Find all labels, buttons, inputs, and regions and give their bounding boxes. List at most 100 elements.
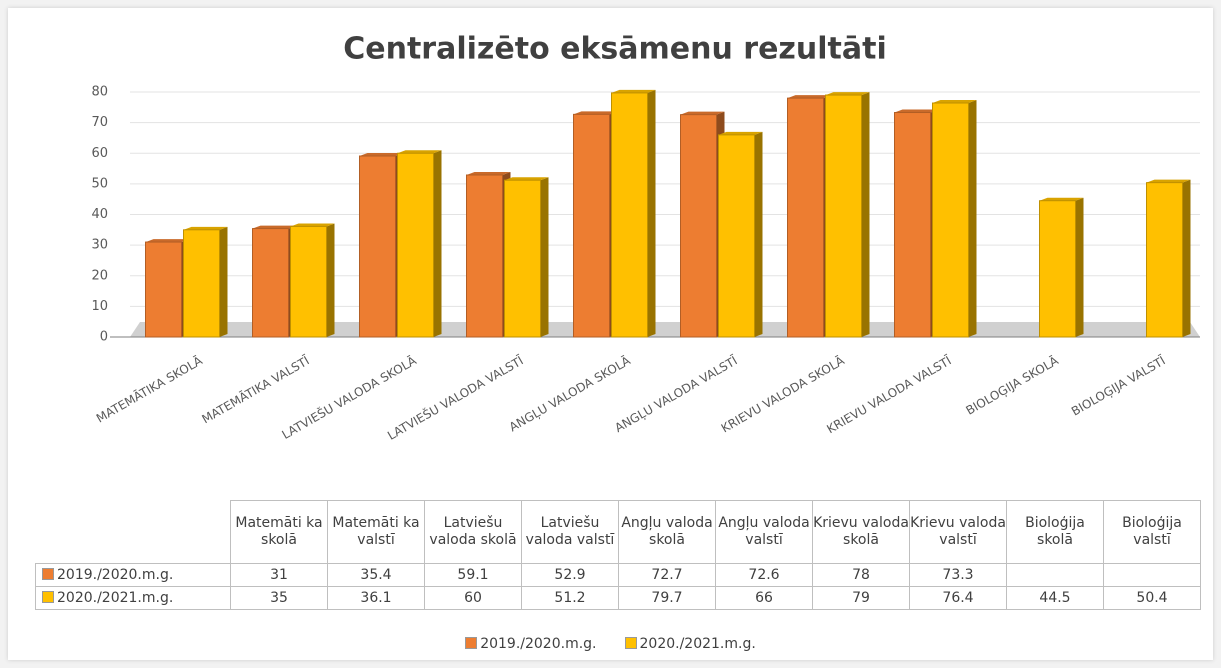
table-corner xyxy=(35,500,231,564)
bar-top xyxy=(1146,179,1191,183)
bar-front xyxy=(290,225,327,338)
bar-side xyxy=(540,177,549,337)
bar-top xyxy=(183,226,228,230)
table-header: Bioloģija skolā xyxy=(1006,500,1104,564)
bar-front xyxy=(183,229,220,338)
x-tick-label: MATEMĀTIKA VALSTĪ xyxy=(199,353,312,426)
bar-front xyxy=(611,92,648,338)
bar-top xyxy=(504,177,549,181)
y-tick-label: 10 xyxy=(91,299,108,314)
table-row-header: 2019./2020.m.g. xyxy=(35,563,231,587)
bar xyxy=(466,171,511,338)
bar xyxy=(1039,197,1084,338)
bar-side xyxy=(861,92,870,337)
bar-front xyxy=(145,241,182,338)
x-tick-label: BIOLOĢIJA VALSTĪ xyxy=(1069,353,1168,418)
table-cell: 44.5 xyxy=(1006,586,1104,610)
legend-label: 2019./2020.m.g. xyxy=(480,636,597,652)
table-header: Angļu valoda skolā xyxy=(618,500,716,564)
bar-top xyxy=(290,223,335,227)
bar-top xyxy=(397,150,442,154)
bar xyxy=(787,95,832,338)
bar-side xyxy=(754,131,763,337)
legend-item: 2020./2021.m.g. xyxy=(624,636,756,652)
bar-front xyxy=(397,152,434,338)
bar xyxy=(573,111,618,338)
table-cell: 66 xyxy=(715,586,813,610)
y-tick-label: 0 xyxy=(100,330,108,345)
table-cell: 35.4 xyxy=(327,563,425,587)
bar xyxy=(825,92,870,338)
bar-top xyxy=(145,239,190,243)
x-tick-label: MATEMĀTIKA SKOLĀ xyxy=(94,353,206,425)
legend-swatch xyxy=(624,637,637,649)
y-tick-label: 40 xyxy=(91,207,108,222)
bar-side xyxy=(1182,179,1191,337)
table-header: Matemāti ka valstī xyxy=(327,500,425,564)
bar-top xyxy=(718,131,763,135)
y-tick-label: 80 xyxy=(91,85,108,100)
bar xyxy=(359,153,404,338)
bar xyxy=(397,150,442,338)
table-cell: 72.6 xyxy=(715,563,813,587)
bar-top xyxy=(611,89,656,93)
legend: 2019./2020.m.g. 2020./2021.m.g. xyxy=(0,636,1221,652)
bar-top xyxy=(1039,197,1084,201)
bar-top xyxy=(894,109,939,113)
table-header: Bioloģija valstī xyxy=(1103,500,1201,564)
table-cell: 72.7 xyxy=(618,563,716,587)
table-cell: 79 xyxy=(812,586,910,610)
table-swatch xyxy=(42,590,54,603)
bar xyxy=(183,226,228,338)
bar-top xyxy=(680,111,725,115)
table-cell: 78 xyxy=(812,563,910,587)
bar xyxy=(1146,179,1191,338)
bar xyxy=(145,239,190,338)
table-cell: 79.7 xyxy=(618,586,716,610)
bar-front xyxy=(359,155,396,338)
bar xyxy=(252,225,297,338)
bar xyxy=(611,89,656,338)
table-cell xyxy=(1103,563,1201,587)
bar-top xyxy=(825,92,870,96)
bar-top xyxy=(787,95,832,99)
bar-front xyxy=(680,114,717,338)
bar-front xyxy=(1146,182,1183,338)
y-tick-label: 60 xyxy=(91,146,108,161)
table-row: 2020./2021.m.g. 35 36.1 60 51.2 79.7 66 79 76.4 4… xyxy=(35,586,1201,610)
bar-front xyxy=(252,228,289,338)
legend-item: 2019./2020.m.g. xyxy=(465,636,597,652)
x-tick-label: BIOLOĢIJA SKOLĀ xyxy=(963,353,1061,418)
table-cell: 59.1 xyxy=(424,563,522,587)
bar-top xyxy=(932,100,977,104)
table-header: Latviešu valoda skolā xyxy=(424,500,522,564)
table-header-row: Matemāti ka skolā Matemāti ka valstī Latvi… xyxy=(35,500,1201,564)
y-tick-label: 20 xyxy=(91,268,108,283)
table-cell: 60 xyxy=(424,586,522,610)
chart-title: Centralizēto eksāmenu rezultāti xyxy=(343,32,887,67)
bar-front xyxy=(573,113,610,338)
bar xyxy=(718,131,763,338)
bar-top xyxy=(252,225,297,229)
bar xyxy=(894,109,939,338)
bar-side xyxy=(326,223,335,337)
table-cell xyxy=(1006,563,1104,587)
bar xyxy=(932,100,977,338)
bar xyxy=(504,177,549,338)
bar xyxy=(290,223,335,338)
y-tick-label: 30 xyxy=(91,238,108,253)
bar-side xyxy=(433,150,442,337)
bar xyxy=(680,111,725,338)
legend-label: 2020./2021.m.g. xyxy=(639,636,756,652)
bar-front xyxy=(825,94,862,338)
bar-front xyxy=(718,134,755,338)
y-tick-label: 70 xyxy=(91,115,108,130)
bar-front xyxy=(504,179,541,338)
table-cell: 50.4 xyxy=(1103,586,1201,610)
table-cell: 51.2 xyxy=(521,586,619,610)
table-header: Latviešu valoda valstī xyxy=(521,500,619,564)
bar-top xyxy=(466,171,511,175)
table-header: Krievu valoda valstī xyxy=(909,500,1007,564)
